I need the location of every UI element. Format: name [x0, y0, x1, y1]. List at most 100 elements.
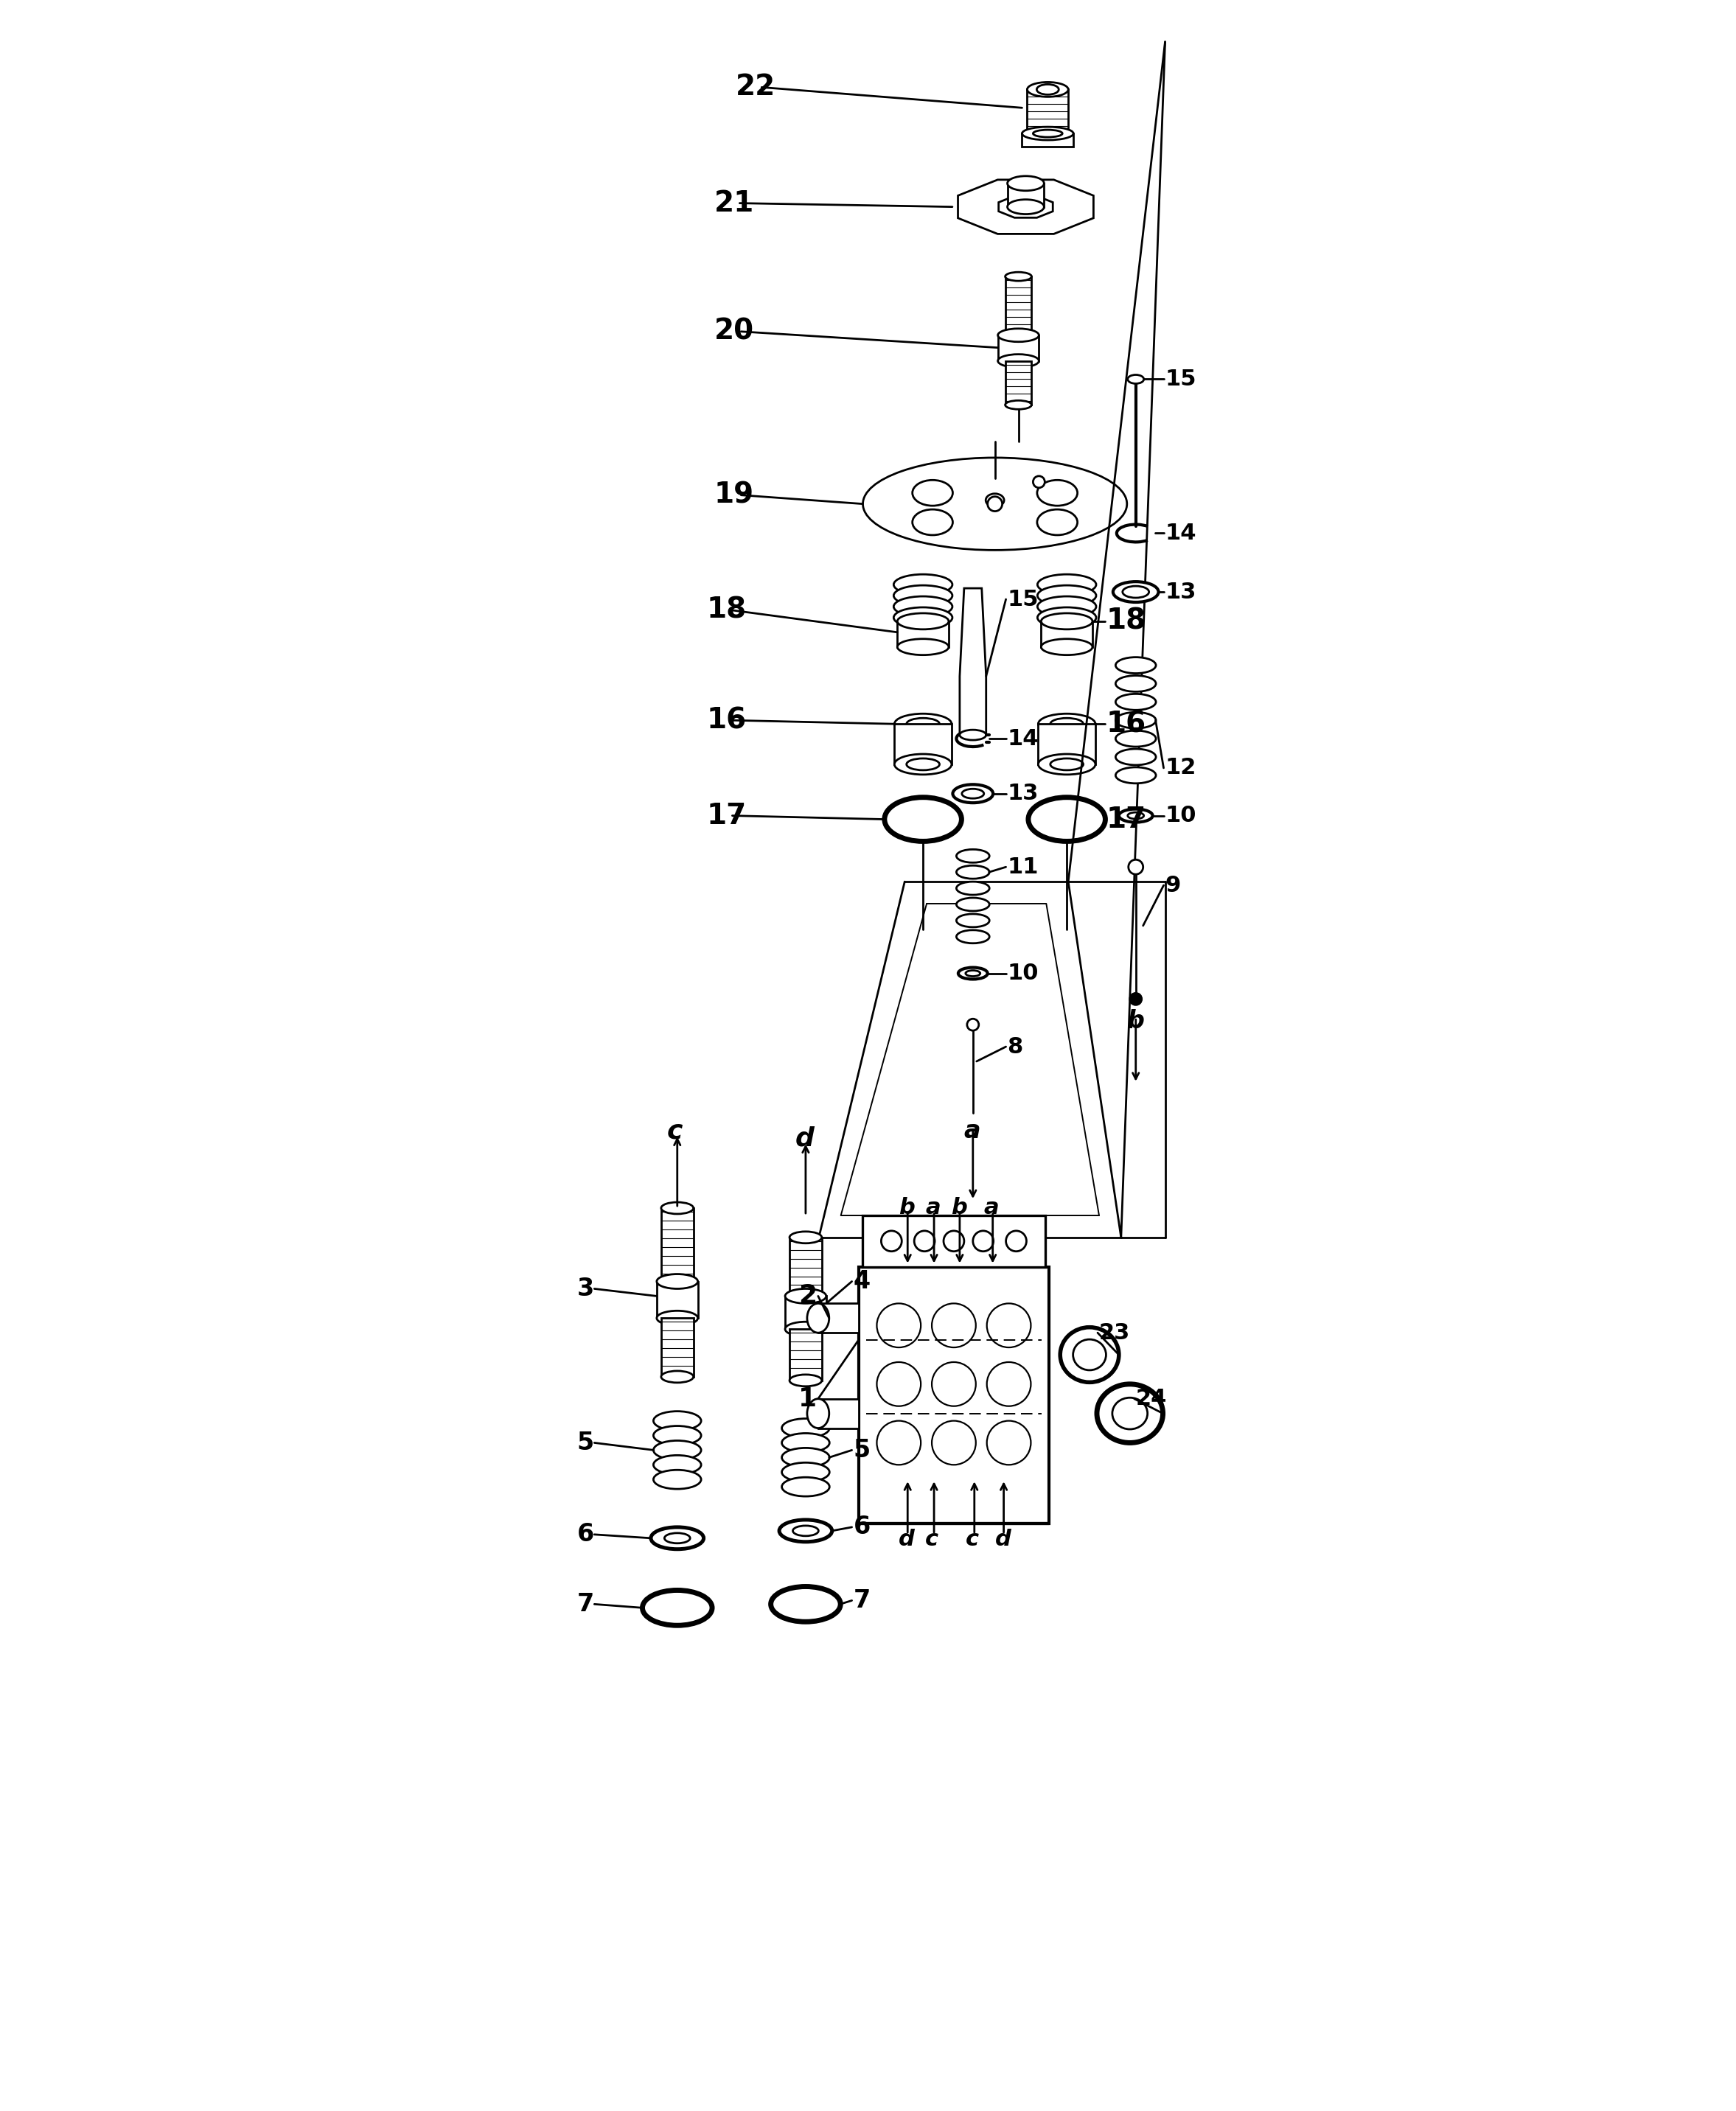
Bar [1005, 277, 1031, 336]
Text: a: a [984, 1197, 1000, 1218]
Bar [898, 621, 948, 646]
Ellipse shape [962, 790, 984, 798]
Ellipse shape [781, 1463, 830, 1482]
Text: b: b [1127, 1009, 1144, 1032]
Text: c: c [965, 1528, 979, 1549]
Ellipse shape [656, 1275, 698, 1288]
Ellipse shape [957, 931, 990, 944]
Text: 7: 7 [576, 1592, 594, 1617]
Ellipse shape [1116, 711, 1156, 728]
Text: 6: 6 [576, 1522, 594, 1547]
Text: 1: 1 [799, 1387, 816, 1412]
Ellipse shape [894, 585, 953, 606]
Ellipse shape [1097, 1385, 1163, 1442]
Ellipse shape [653, 1412, 701, 1431]
Bar [661, 1317, 693, 1376]
Ellipse shape [653, 1469, 701, 1488]
Ellipse shape [781, 1419, 830, 1438]
Ellipse shape [863, 458, 1127, 551]
Circle shape [1033, 475, 1045, 488]
Text: a: a [925, 1197, 941, 1218]
Bar [1042, 621, 1092, 646]
Ellipse shape [790, 1374, 821, 1387]
Circle shape [932, 1362, 976, 1406]
Text: 4: 4 [854, 1269, 870, 1294]
Ellipse shape [1005, 401, 1031, 410]
Bar [1005, 361, 1031, 405]
Ellipse shape [960, 730, 986, 741]
Ellipse shape [642, 1590, 712, 1625]
Ellipse shape [1023, 127, 1073, 139]
Text: 13: 13 [1007, 783, 1038, 804]
Text: 5: 5 [854, 1438, 870, 1463]
Ellipse shape [781, 1448, 830, 1467]
Circle shape [877, 1302, 920, 1347]
Text: 11: 11 [1007, 857, 1038, 878]
Text: 16: 16 [707, 707, 746, 735]
Text: 18: 18 [1106, 608, 1146, 635]
Polygon shape [960, 589, 986, 735]
Ellipse shape [653, 1425, 701, 1446]
Text: 17: 17 [1106, 804, 1146, 834]
Bar [818, 1302, 859, 1332]
Text: 20: 20 [713, 317, 753, 346]
Ellipse shape [894, 595, 953, 616]
Ellipse shape [1116, 766, 1156, 783]
Ellipse shape [1128, 376, 1144, 384]
Text: 21: 21 [713, 190, 753, 217]
Ellipse shape [1050, 718, 1083, 730]
Ellipse shape [913, 509, 953, 534]
Text: 24: 24 [1135, 1389, 1167, 1410]
Bar [1028, 89, 1068, 133]
Ellipse shape [1116, 657, 1156, 673]
Ellipse shape [1028, 82, 1068, 97]
Ellipse shape [894, 608, 953, 627]
Bar [863, 1216, 1045, 1267]
Ellipse shape [1036, 84, 1059, 95]
Text: 14: 14 [1007, 728, 1038, 749]
Ellipse shape [1050, 758, 1083, 771]
Ellipse shape [656, 1311, 698, 1326]
Text: 15: 15 [1165, 369, 1196, 391]
Ellipse shape [785, 1321, 826, 1336]
Ellipse shape [1113, 1397, 1147, 1429]
Ellipse shape [771, 1587, 840, 1621]
Ellipse shape [958, 967, 988, 980]
Text: 17: 17 [707, 802, 746, 830]
Ellipse shape [779, 1520, 832, 1541]
Text: 16: 16 [1106, 709, 1146, 739]
Ellipse shape [957, 914, 990, 927]
Text: 2: 2 [799, 1283, 816, 1309]
Ellipse shape [1123, 587, 1149, 597]
Ellipse shape [957, 882, 990, 895]
Text: b: b [899, 1197, 915, 1218]
Circle shape [1005, 1231, 1026, 1252]
Ellipse shape [1038, 608, 1095, 627]
Text: 13: 13 [1165, 581, 1196, 602]
Text: c: c [667, 1119, 682, 1144]
Ellipse shape [965, 971, 981, 975]
Circle shape [1130, 992, 1142, 1005]
Ellipse shape [998, 355, 1038, 367]
Circle shape [986, 1362, 1031, 1406]
Ellipse shape [781, 1478, 830, 1497]
Ellipse shape [781, 1433, 830, 1452]
Ellipse shape [1128, 813, 1144, 819]
Circle shape [988, 496, 1002, 511]
Ellipse shape [1113, 583, 1158, 602]
Bar [859, 1267, 1049, 1524]
Polygon shape [958, 179, 1094, 234]
Ellipse shape [1036, 479, 1078, 507]
Ellipse shape [1042, 640, 1092, 654]
Ellipse shape [1073, 1338, 1106, 1370]
Ellipse shape [653, 1440, 701, 1459]
Circle shape [882, 1231, 901, 1252]
Bar [894, 724, 951, 764]
Text: 8: 8 [1007, 1037, 1023, 1058]
Text: d: d [995, 1528, 1010, 1549]
Ellipse shape [1005, 272, 1031, 281]
Ellipse shape [661, 1370, 693, 1383]
Text: 9: 9 [1165, 874, 1180, 895]
Bar [998, 336, 1038, 361]
Text: d: d [899, 1528, 915, 1549]
